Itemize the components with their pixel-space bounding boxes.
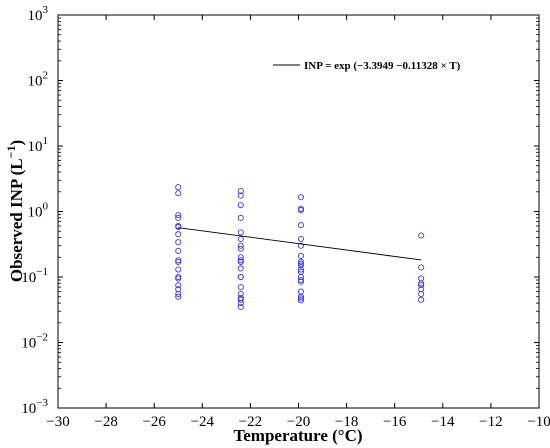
data-point [418,280,425,287]
data-point [297,273,304,281]
data-point [237,265,244,272]
data-point [175,275,182,282]
fit-line [178,227,422,261]
y-tick-label: 103 [28,4,49,24]
data-point [297,242,304,249]
data-point [175,247,182,254]
y-tick-label: 10−3 [21,397,48,417]
data-point [237,273,244,281]
x-tick-label: −24 [191,414,215,430]
x-tick-label: −20 [287,414,310,430]
data-point [297,260,304,267]
data-point [237,245,244,252]
y-tick-label: 10−1 [21,266,48,286]
data-point [297,235,304,243]
data-point [297,293,304,300]
y-tick-label: 101 [28,135,49,155]
x-axis-title: Temperature (°C) [233,426,362,445]
data-point [297,194,304,201]
data-point [175,214,182,221]
data-point [297,297,304,304]
x-tick-label: −22 [239,414,262,430]
fit-line-group [178,227,422,261]
data-point [418,282,425,289]
x-tick-label: −18 [335,414,358,430]
legend: INP = exp (−3.3949 −0.11328 × T) [273,60,461,72]
data-point [175,266,182,273]
data-point [237,214,244,221]
data-point [237,300,244,307]
x-tick-label: −28 [94,414,117,430]
data-point [175,282,182,289]
data-point [175,258,182,265]
y-axis-title-main: Observed INP (L [7,158,26,282]
y-axis-title-unit-sup: −1 [4,146,18,159]
data-point [175,190,182,197]
data-point [297,295,304,302]
data-point [297,266,304,273]
y-tick-label: 10−2 [21,332,48,352]
data-point [237,192,244,199]
data-point [237,235,244,243]
data-point [175,290,182,298]
data-point [237,290,244,298]
y-tick-label: 102 [28,70,49,90]
data-point [297,262,304,269]
data-point [418,290,425,298]
data-point [418,264,425,271]
data-point [297,222,304,229]
data-point [297,278,304,285]
y-tick-label: 100 [28,201,49,221]
x-tick-label: −16 [383,414,407,430]
data-point [237,284,244,291]
data-point [237,254,244,261]
data-point [237,229,244,236]
data-point [175,239,182,246]
data-point [297,276,304,284]
data-point [237,202,244,209]
data-point [237,242,244,249]
data-point [418,232,425,239]
data-point [237,303,244,310]
data-point [175,212,182,219]
data-point [237,258,244,265]
data-points [175,184,425,310]
data-point [237,296,244,303]
data-point [175,257,182,264]
x-tick-label: −30 [46,414,69,430]
x-tick-label: −14 [431,414,455,430]
data-point [237,257,244,264]
x-tick-label: −10 [527,414,550,430]
data-point [297,252,304,259]
data-point [418,275,425,282]
x-axis: −30 −28 −26 −24 −22 −20 −18 −16 −14 −12 −10 [46,15,550,430]
data-point [418,296,425,303]
y-axis-title: Observed INP (L−1) [4,140,26,282]
data-point [175,231,182,238]
y-axis-title-close: ) [7,140,26,146]
x-tick-label: −26 [142,414,166,430]
x-tick-label: −12 [479,414,502,430]
data-point [297,258,304,265]
data-point [237,188,244,195]
data-point [175,223,182,231]
data-point [297,288,304,295]
data-point [175,184,182,191]
data-point [297,207,304,214]
data-point [175,293,182,300]
y-axis: 10−3 10−2 10−1 100 101 102 103 [21,4,539,417]
legend-label: INP = exp (−3.3949 −0.11328 × T) [304,60,461,72]
